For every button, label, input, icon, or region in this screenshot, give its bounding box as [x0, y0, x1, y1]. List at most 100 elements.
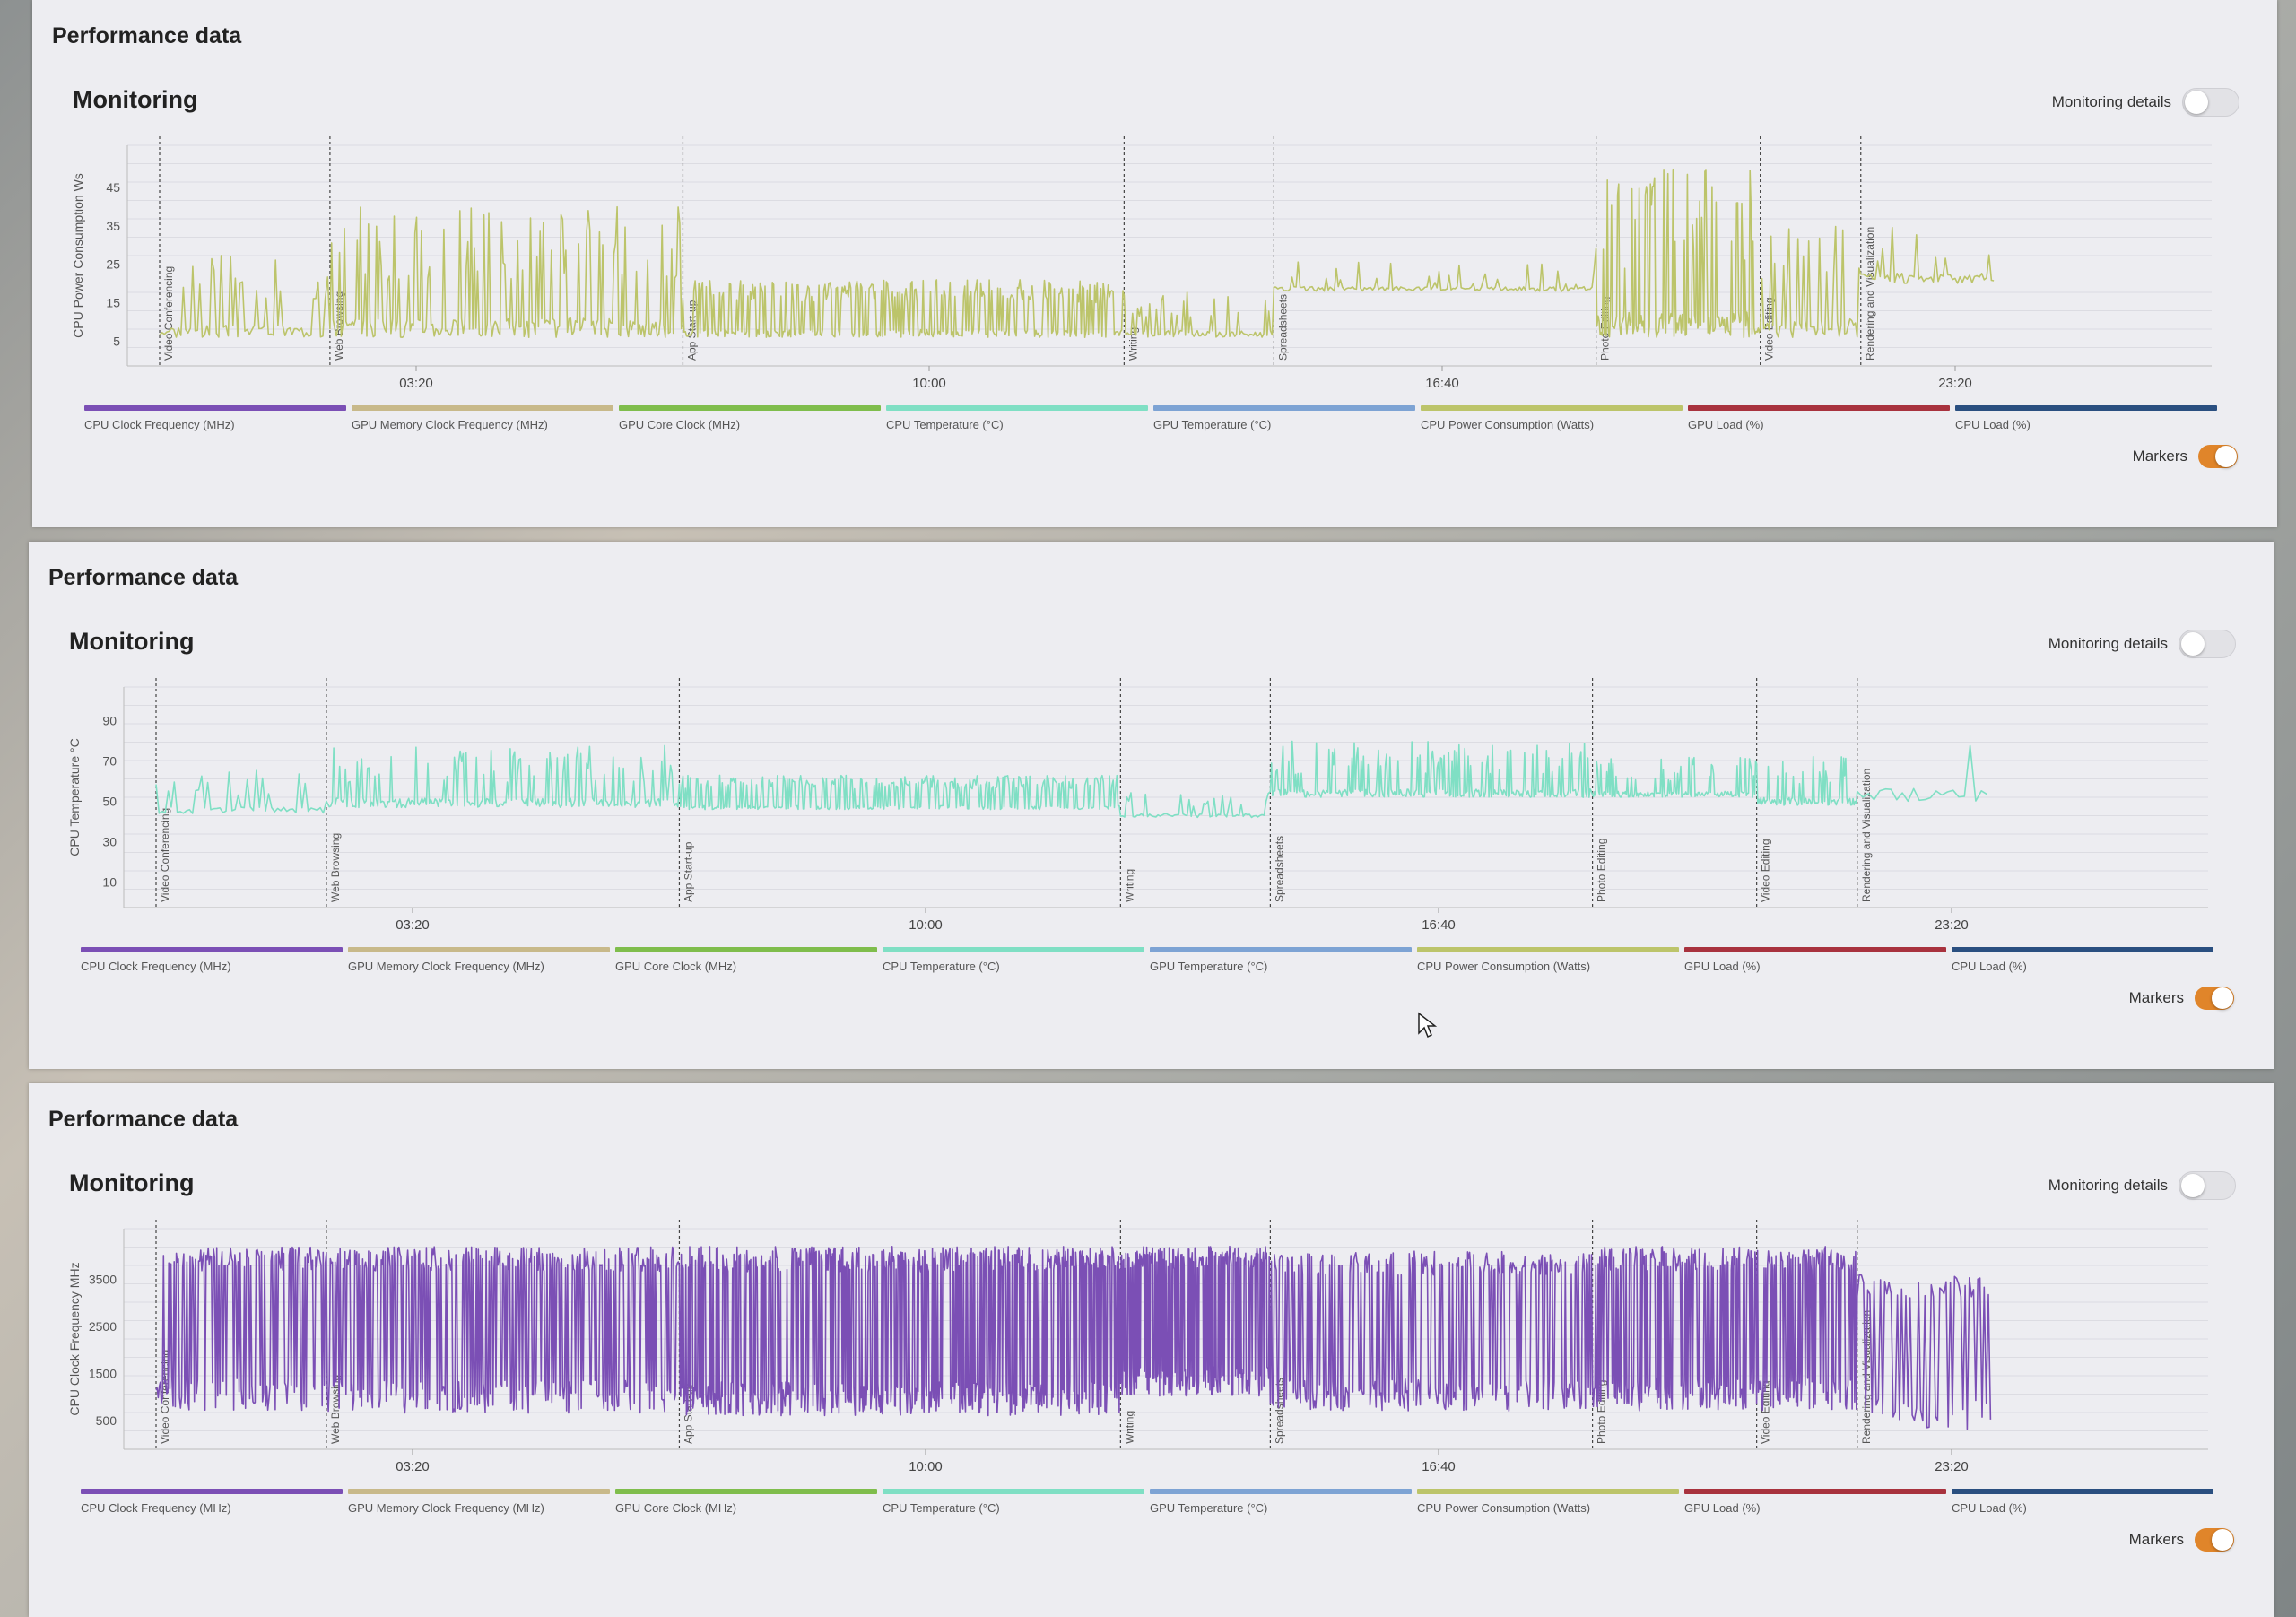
legend-label: GPU Core Clock (MHz) [619, 418, 741, 431]
cpu-clock-frequency-chart: CPU Clock Frequency MHz 500 1500 2500 3500 03… [67, 1220, 2208, 1474]
legend-color-bar [886, 405, 1148, 411]
x-tick-label: 23:20 [1935, 917, 1969, 933]
legend-color-bar [81, 1489, 343, 1494]
marker-label: Video Conferencing [162, 266, 175, 361]
legend-item[interactable]: GPU Memory Clock Frequency (MHz) [352, 405, 613, 431]
legend-label: CPU Temperature (°C) [886, 418, 1004, 431]
legend-item[interactable]: GPU Core Clock (MHz) [615, 947, 877, 973]
marker-label: Spreadsheets [1273, 1378, 1285, 1444]
panel-title: Performance data [48, 565, 239, 590]
legend-label: CPU Temperature (°C) [883, 1501, 1000, 1515]
legend-label: CPU Load (%) [1952, 1501, 2027, 1515]
series-line [155, 1245, 1992, 1430]
monitoring-title: Monitoring [69, 628, 195, 655]
legend-item[interactable]: GPU Temperature (°C) [1150, 947, 1412, 973]
legend-item[interactable]: GPU Load (%) [1684, 1489, 1946, 1515]
legend-color-bar [883, 1489, 1144, 1494]
y-axis-label: CPU Power Consumption Ws [71, 173, 85, 338]
legend: CPU Clock Frequency (MHz) GPU Memory Cloc… [81, 1489, 2213, 1515]
legend-item[interactable]: GPU Load (%) [1684, 947, 1946, 973]
marker-label: Video Editing [1760, 839, 1772, 903]
legend-label: GPU Core Clock (MHz) [615, 1501, 737, 1515]
marker-label: Writing [1126, 327, 1139, 361]
performance-panel-1: Performance data Monitoring Monitoring d… [32, 0, 2277, 527]
legend-color-bar [615, 947, 877, 952]
legend-item[interactable]: GPU Memory Clock Frequency (MHz) [348, 1489, 610, 1515]
x-tick-label: 23:20 [1938, 376, 1972, 391]
markers-toggle[interactable] [2198, 445, 2238, 468]
legend-color-bar [1952, 1489, 2213, 1494]
legend-item[interactable]: GPU Temperature (°C) [1150, 1489, 1412, 1515]
monitoring-details-label: Monitoring details [2048, 635, 2168, 652]
legend: CPU Clock Frequency (MHz) GPU Memory Cloc… [81, 947, 2213, 973]
legend-label: CPU Temperature (°C) [883, 960, 1000, 973]
markers-toggle[interactable] [2195, 1528, 2234, 1552]
legend-color-bar [1955, 405, 2217, 411]
x-tick-label: 10:00 [909, 1459, 943, 1474]
legend-color-bar [1153, 405, 1415, 411]
x-tick-label: 16:40 [1422, 917, 1456, 933]
legend-color-bar [352, 405, 613, 411]
monitoring-details: Monitoring details [2052, 88, 2239, 117]
legend-color-bar [619, 405, 881, 411]
legend-label: CPU Clock Frequency (MHz) [84, 418, 235, 431]
legend-item[interactable]: GPU Core Clock (MHz) [619, 405, 881, 431]
y-tick-label: 45 [106, 180, 120, 195]
legend-label: CPU Power Consumption (Watts) [1417, 960, 1591, 973]
y-tick-label: 25 [106, 257, 120, 272]
legend-item[interactable]: CPU Power Consumption (Watts) [1417, 947, 1679, 973]
legend-item[interactable]: GPU Memory Clock Frequency (MHz) [348, 947, 610, 973]
monitoring-details-label: Monitoring details [2048, 1177, 2168, 1194]
monitoring-details-toggle[interactable] [2179, 1171, 2236, 1200]
legend-item[interactable]: GPU Core Clock (MHz) [615, 1489, 877, 1515]
legend-color-bar [1688, 405, 1950, 411]
legend-item[interactable]: CPU Power Consumption (Watts) [1417, 1489, 1679, 1515]
legend-label: CPU Load (%) [1952, 960, 2027, 973]
legend-label: GPU Load (%) [1688, 418, 1764, 431]
legend-color-bar [1150, 947, 1412, 952]
x-tick-label: 23:20 [1935, 1459, 1969, 1474]
monitoring-details-toggle[interactable] [2179, 630, 2236, 658]
legend-item[interactable]: GPU Temperature (°C) [1153, 405, 1415, 431]
legend-item[interactable]: CPU Temperature (°C) [883, 947, 1144, 973]
marker-label: Writing [1123, 1411, 1135, 1444]
legend-item[interactable]: CPU Load (%) [1955, 405, 2217, 431]
marker-label: Web Browsing [333, 291, 345, 361]
legend-color-bar [348, 1489, 610, 1494]
legend-item[interactable]: CPU Load (%) [1952, 947, 2213, 973]
legend-item[interactable]: CPU Clock Frequency (MHz) [81, 1489, 343, 1515]
legend-item[interactable]: CPU Load (%) [1952, 1489, 2213, 1515]
legend-item[interactable]: GPU Load (%) [1688, 405, 1950, 431]
cpu-temperature-chart: CPU Temperature °C 10 30 50 70 90 03:20 10:00 16… [67, 678, 2208, 933]
y-tick-label: 500 [96, 1413, 117, 1428]
legend-item[interactable]: CPU Power Consumption (Watts) [1421, 405, 1683, 431]
legend-item[interactable]: CPU Temperature (°C) [883, 1489, 1144, 1515]
y-tick-label: 50 [102, 795, 117, 809]
legend-color-bar [1684, 947, 1946, 952]
markers-toggle[interactable] [2195, 987, 2234, 1010]
legend-item[interactable]: CPU Clock Frequency (MHz) [81, 947, 343, 973]
y-tick-label: 15 [106, 296, 120, 310]
markers-label: Markers [2132, 448, 2187, 465]
monitoring-details-toggle[interactable] [2182, 88, 2239, 117]
monitoring-title: Monitoring [69, 1169, 195, 1196]
legend-label: CPU Power Consumption (Watts) [1417, 1501, 1591, 1515]
legend-color-bar [1952, 947, 2213, 952]
legend-item[interactable]: CPU Clock Frequency (MHz) [84, 405, 346, 431]
x-tick-label: 16:40 [1425, 376, 1459, 391]
legend-color-bar [348, 947, 610, 952]
y-tick-label: 5 [113, 335, 120, 349]
monitoring-title: Monitoring [73, 86, 198, 113]
y-tick-label: 10 [102, 875, 117, 890]
legend-label: CPU Load (%) [1955, 418, 2031, 431]
legend-item[interactable]: CPU Temperature (°C) [886, 405, 1148, 431]
monitoring-details: Monitoring details [2048, 1171, 2236, 1200]
x-tick-label: 16:40 [1422, 1459, 1456, 1474]
mouse-cursor-icon [1418, 1012, 1437, 1039]
marker-label: Rendering and Visualization [1864, 227, 1876, 361]
y-tick-label: 35 [106, 219, 120, 233]
y-tick-label: 3500 [89, 1272, 117, 1286]
marker-label: Video Conferencing [159, 808, 171, 902]
legend-label: GPU Temperature (°C) [1150, 1501, 1268, 1515]
marker-label: App Start-up [682, 841, 694, 902]
